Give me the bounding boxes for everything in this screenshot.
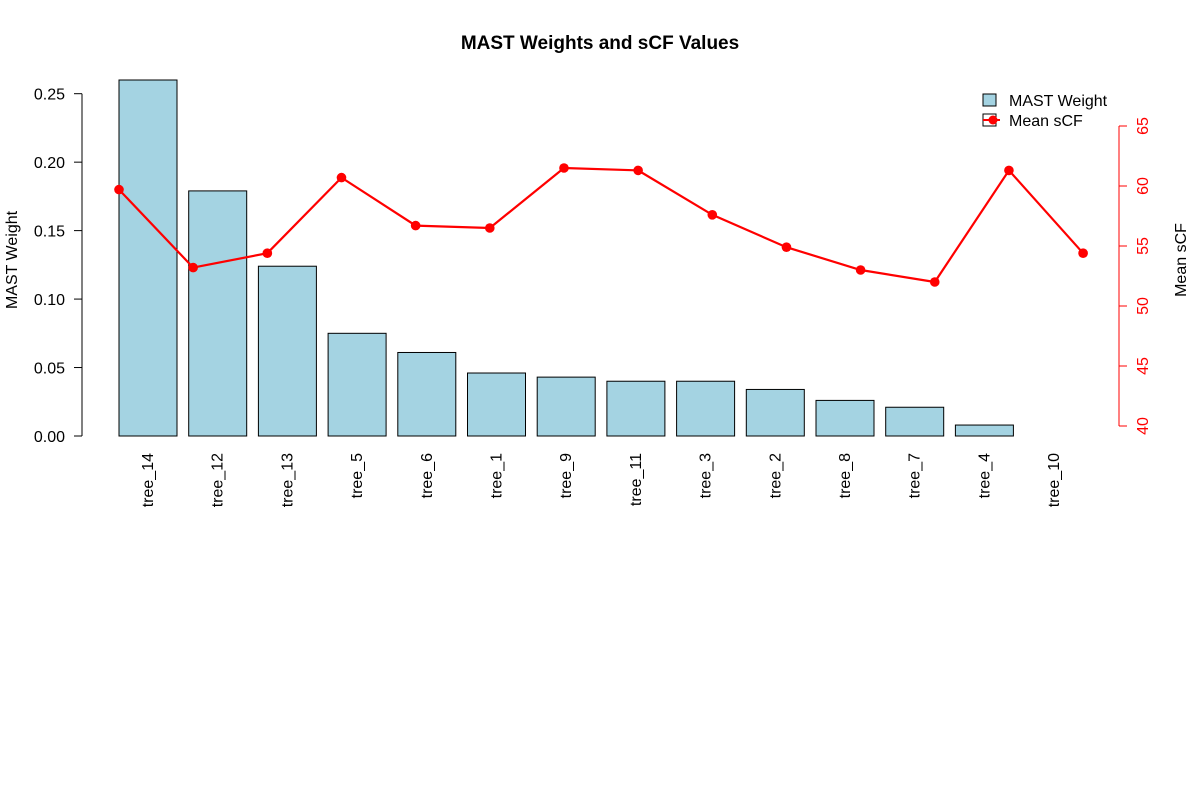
legend: MAST Weight Mean sCF [982,93,1108,130]
mean-scf-point-tree-3 [707,210,718,220]
bar-tree-7 [885,406,945,437]
left-axis-tick-label: 0.15 [34,224,65,241]
x-tick-label: tree_11 [628,453,645,506]
left-axis-tick-label: 0.20 [34,155,65,172]
mean-scf-point-tree-11 [633,165,643,176]
mean-scf-point-tree-10 [1078,248,1088,258]
right-axis-tick-label: 45 [1135,357,1152,375]
legend-label-mast-weight: MAST Weight [1009,93,1108,110]
bar-tree-6 [397,351,457,437]
left-axis-tick-label: 0.00 [34,429,65,446]
mean-scf-point-tree-8 [855,265,866,275]
chart-title: MAST Weights and sCF Values [461,33,739,54]
y2-axis-title: Mean sCF [1173,223,1190,297]
bar-tree-1 [467,372,526,437]
x-tick-label: tree_7 [907,453,924,498]
x-tick-label: tree_6 [419,453,436,498]
x-tick-label: tree_2 [767,453,784,498]
legend-label-mean-scf: Mean sCF [1009,113,1083,130]
x-tick-label: tree_3 [698,453,715,498]
bar-tree-5 [327,332,387,437]
x-tick-label: tree_1 [489,453,506,498]
mean-scf-point-tree-13 [262,248,273,258]
x-tick-label: tree_8 [837,453,854,498]
mean-scf-point-tree-12 [188,262,198,273]
mean-scf-point-tree-2 [781,242,792,252]
x-tick-label: tree_5 [349,453,366,498]
left-axis-tick-label: 0.25 [34,87,65,104]
mean-scf-point-tree-4 [1004,165,1014,176]
x-tick-labels: tree_14 tree_12 tree_13 tree_5 tree_6 tree_1 t… [140,453,1063,507]
bar-tree-14 [118,79,178,437]
mean-scf-point-tree-6 [410,220,421,231]
right-axis-tick-label: 65 [1135,117,1152,135]
mean-scf-point-tree-14 [114,184,124,195]
legend-swatch-mean-scf-marker [988,115,998,125]
y-axis-title: MAST Weight [4,210,21,309]
right-axis-tick-label: 60 [1135,177,1152,195]
x-tick-label: tree_14 [140,453,157,507]
right-axis-tick-label: 40 [1135,417,1152,435]
bar-tree-3 [676,380,736,437]
bar-tree-13 [257,265,317,437]
bar-tree-4 [954,424,1014,437]
left-axis-tick-label: 0.10 [34,292,65,309]
x-tick-label: tree_10 [1046,453,1063,507]
bar-tree-9 [536,376,596,437]
mean-scf-point-tree-7 [929,277,940,287]
bar-tree-2 [745,388,805,437]
x-tick-label: tree_13 [279,453,296,507]
mean-scf-point-tree-9 [559,163,569,173]
x-tick-label: tree_12 [210,453,227,507]
x-tick-label: tree_9 [558,453,575,498]
bar-layer [118,79,1014,437]
legend-swatch-mast-weight [982,93,997,107]
left-axis-tick-label: 0.05 [34,361,65,378]
mean-scf-point-tree-5 [336,172,347,183]
right-axis-tick-label: 50 [1135,297,1152,315]
sCF-line-layer [114,163,1088,287]
right-y-axis: 40 45 50 55 60 65 [1118,117,1152,435]
mean-scf-line [118,166,1084,284]
x-tick-label: tree_4 [976,453,993,498]
bar-tree-11 [606,380,666,437]
right-axis-tick-label: 55 [1135,237,1152,255]
mean-scf-point-tree-1 [485,223,495,233]
left-y-axis: 0.00 0.05 0.10 0.15 0.20 0.25 [34,87,83,446]
bar-tree-8 [815,399,875,437]
bar-tree-12 [188,190,248,437]
